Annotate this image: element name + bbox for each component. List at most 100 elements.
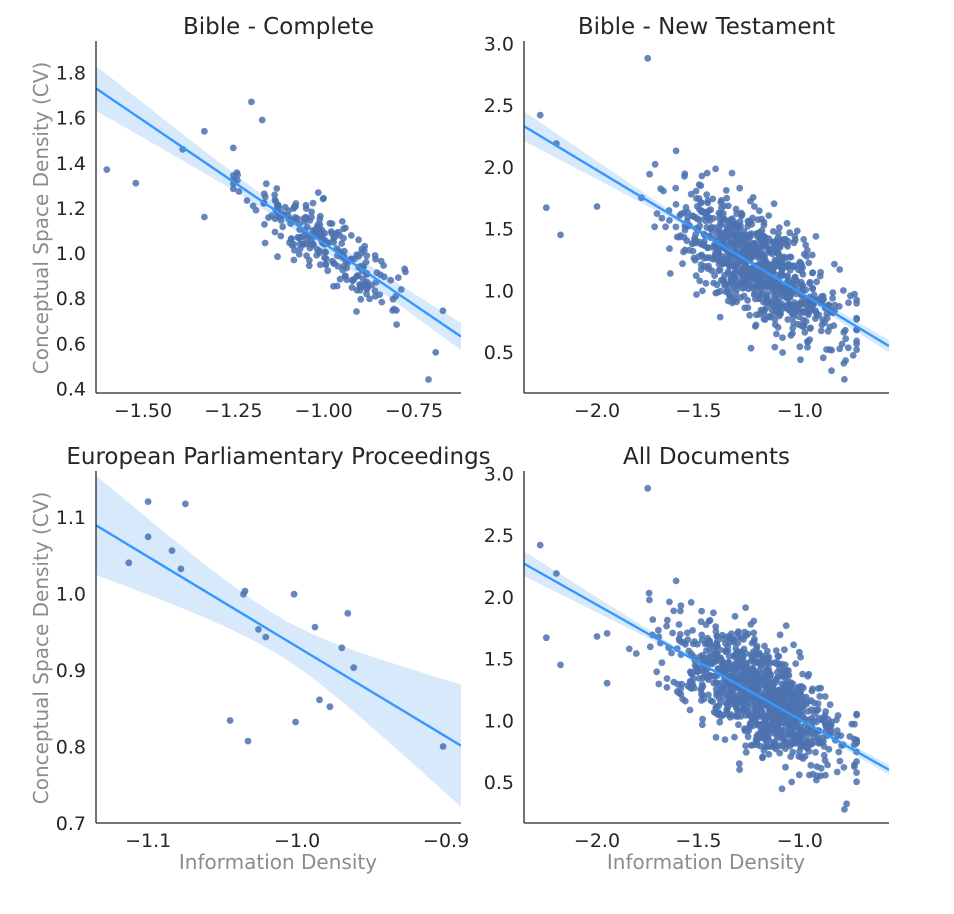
data-point (677, 232, 684, 240)
data-point (853, 346, 860, 354)
data-point (771, 729, 779, 736)
data-point (802, 241, 810, 249)
data-point (712, 658, 719, 665)
data-point (542, 204, 550, 212)
y-tick-label: 2.0 (484, 587, 514, 609)
data-point (822, 771, 829, 779)
data-point (679, 260, 686, 268)
data-point (806, 278, 814, 286)
plot-area (524, 484, 889, 813)
data-point (274, 253, 281, 261)
data-point (679, 695, 687, 703)
data-point (316, 215, 324, 223)
data-point (754, 686, 762, 693)
data-point (791, 299, 798, 306)
data-point (722, 187, 730, 194)
data-point (772, 647, 780, 654)
data-point (788, 778, 796, 786)
data-point (350, 664, 358, 672)
data-point (703, 254, 711, 261)
data-point (201, 213, 208, 221)
y-tick-label: 0.7 (56, 813, 86, 835)
data-point (777, 242, 784, 250)
data-point (809, 285, 817, 293)
data-point (692, 187, 700, 195)
data-point (759, 753, 766, 761)
data-point (753, 311, 760, 319)
x-tick-label: −1.25 (204, 400, 262, 422)
data-point (778, 697, 786, 705)
data-point (747, 667, 755, 674)
data-point (808, 687, 816, 695)
data-point (781, 661, 789, 669)
data-point (853, 299, 860, 307)
data-point (376, 291, 384, 298)
data-point (812, 748, 819, 756)
data-point (240, 590, 247, 598)
data-point (765, 665, 772, 673)
data-point (177, 565, 185, 573)
data-point (716, 646, 724, 654)
data-point (687, 599, 695, 606)
data-point (712, 289, 720, 297)
x-axis-label-right: Information Density (607, 850, 805, 874)
data-point (799, 323, 807, 331)
data-point (853, 778, 860, 786)
data-point (741, 304, 749, 312)
data-point (722, 281, 730, 289)
data-point (831, 260, 838, 268)
data-point (841, 376, 848, 383)
data-point (787, 729, 795, 736)
data-point (770, 310, 778, 318)
data-point (703, 224, 711, 231)
data-point (777, 287, 785, 295)
data-point (719, 635, 727, 643)
data-point (371, 287, 379, 295)
data-point (666, 217, 673, 224)
data-point (800, 684, 807, 692)
data-point (168, 547, 176, 554)
data-point (737, 699, 745, 707)
data-point (795, 771, 803, 779)
data-point (716, 710, 723, 718)
data-point (770, 200, 778, 208)
x-tick-label: −1.1 (125, 830, 171, 852)
data-point (826, 701, 834, 709)
data-point (717, 221, 725, 229)
data-point (394, 274, 402, 281)
data-point (746, 311, 753, 319)
data-point (670, 678, 678, 686)
y-tick-label: 0.6 (56, 333, 86, 355)
data-point (851, 720, 858, 728)
data-point (644, 54, 652, 62)
data-point (402, 268, 409, 276)
data-point (344, 609, 352, 617)
x-tick-label: −2.0 (574, 400, 620, 422)
chart-title: Bible - New Testament (578, 14, 835, 40)
data-point (837, 732, 845, 739)
data-point (300, 241, 307, 248)
data-point (304, 223, 311, 231)
data-point (731, 295, 739, 303)
data-point (772, 296, 779, 304)
data-point (800, 236, 808, 243)
data-point (314, 189, 322, 197)
data-point (769, 743, 776, 751)
data-point (769, 228, 777, 235)
data-point (557, 231, 564, 239)
data-point (756, 742, 764, 750)
y-tick-label: 2.5 (484, 525, 514, 547)
data-point (738, 634, 745, 641)
data-point (743, 674, 751, 681)
data-point (703, 674, 711, 681)
data-point (439, 743, 447, 750)
data-point (347, 232, 355, 239)
data-point (735, 721, 742, 729)
data-point (784, 272, 791, 280)
data-point (802, 693, 810, 701)
data-point (686, 706, 694, 714)
data-point (742, 604, 749, 611)
data-point (809, 269, 817, 277)
data-point (271, 228, 279, 236)
data-point (363, 278, 371, 286)
